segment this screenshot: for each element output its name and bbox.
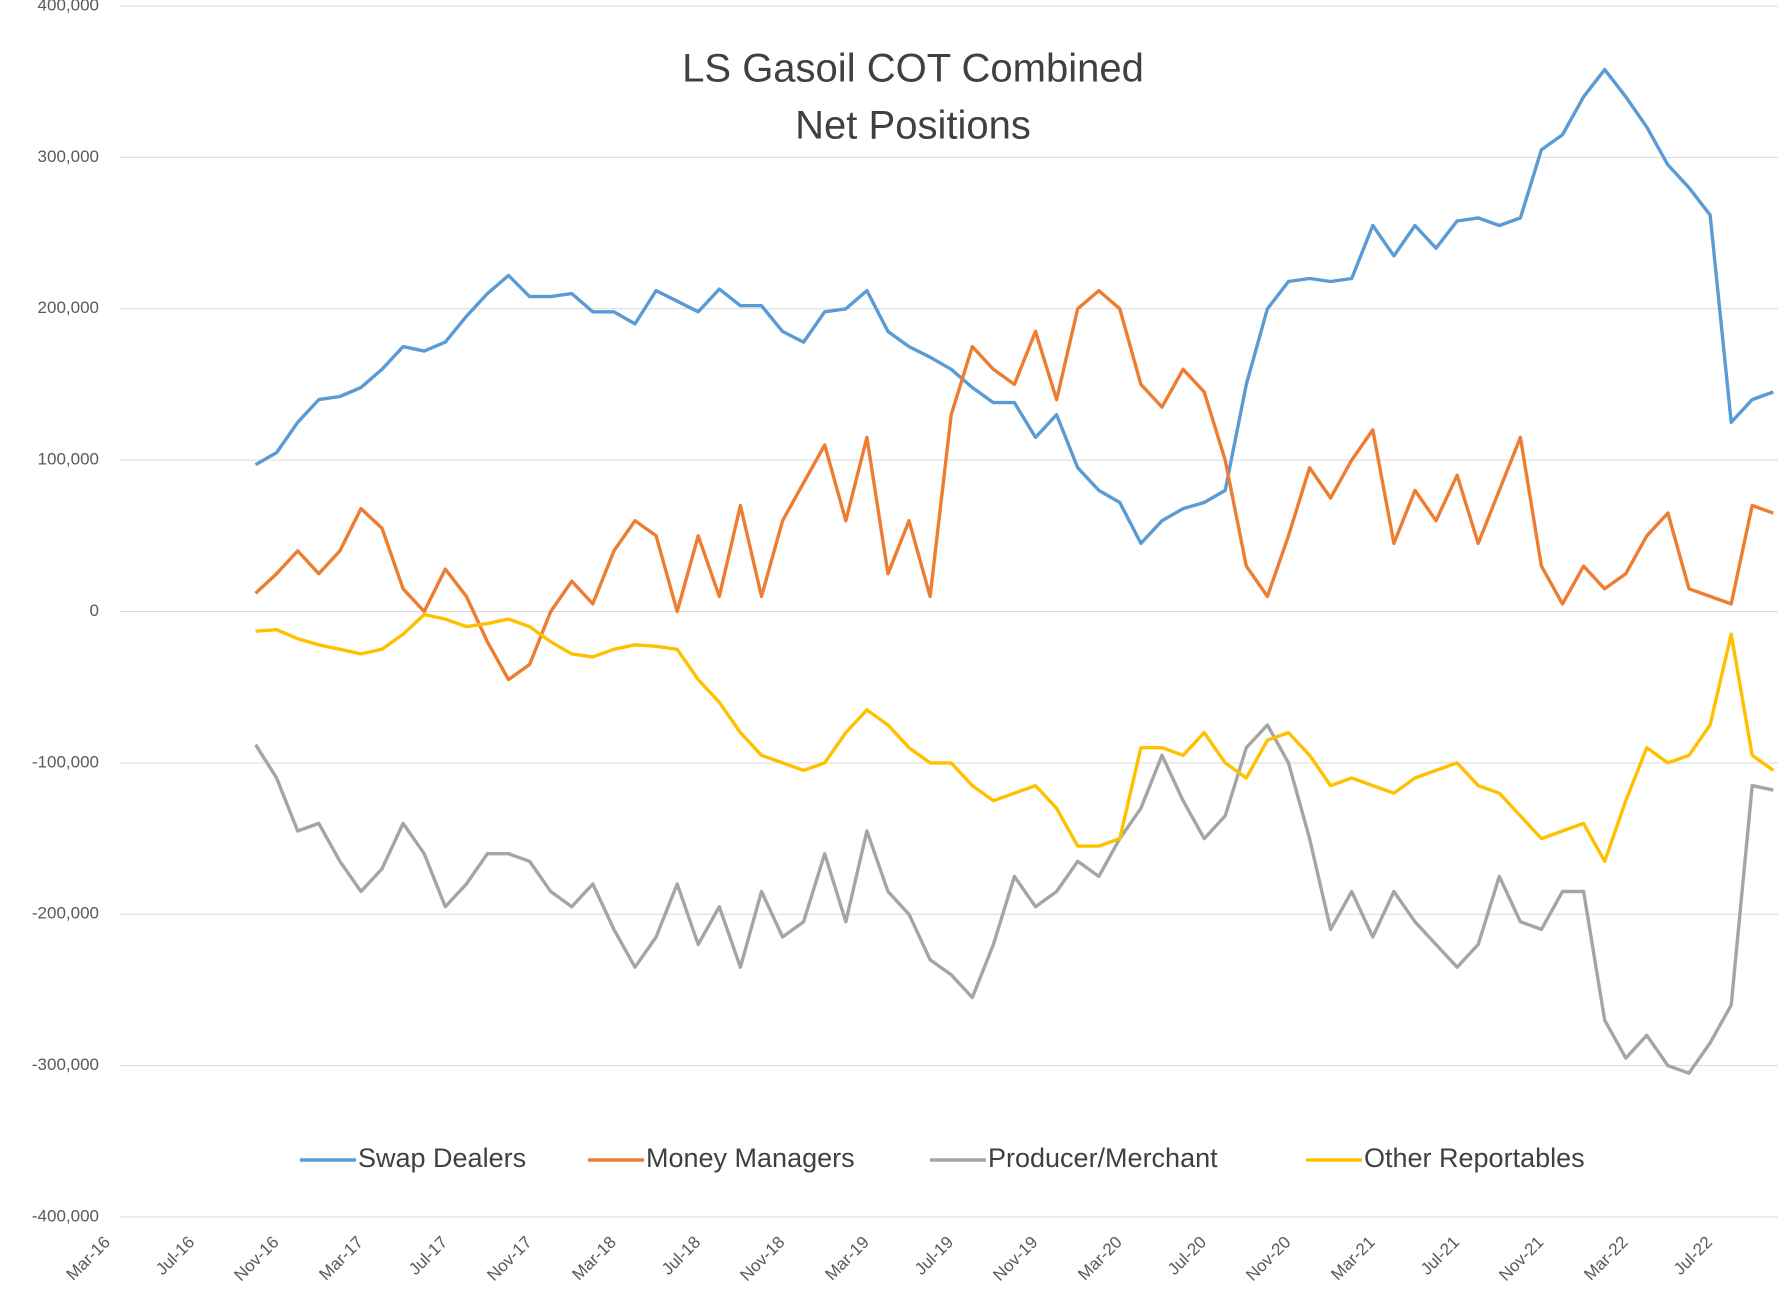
x-tick-label: Mar-21 bbox=[1327, 1233, 1379, 1285]
y-tick-label: -200,000 bbox=[32, 904, 99, 923]
legend-label: Producer/Merchant bbox=[988, 1143, 1218, 1173]
x-tick-label: Jul-22 bbox=[1670, 1233, 1716, 1279]
legend-label: Other Reportables bbox=[1364, 1143, 1585, 1173]
x-tick-label: Mar-16 bbox=[62, 1233, 114, 1285]
x-tick-label: Nov-17 bbox=[483, 1233, 535, 1285]
x-tick-label: Jul-21 bbox=[1417, 1233, 1463, 1279]
y-tick-label: 400,000 bbox=[38, 0, 99, 14]
x-tick-label: Nov-16 bbox=[230, 1233, 282, 1285]
series-line bbox=[255, 612, 1775, 863]
x-tick-label: Mar-22 bbox=[1580, 1233, 1632, 1285]
y-tick-label: 100,000 bbox=[38, 450, 99, 469]
chart-title: Net Positions bbox=[795, 104, 1031, 148]
x-tick-label: Nov-18 bbox=[736, 1233, 788, 1285]
legend-label: Swap Dealers bbox=[358, 1143, 526, 1173]
legend-label: Money Managers bbox=[646, 1143, 855, 1173]
y-tick-label: 200,000 bbox=[38, 298, 99, 317]
x-tick-label: Mar-17 bbox=[315, 1233, 367, 1285]
series-line bbox=[254, 288, 1774, 682]
x-tick-label: Mar-20 bbox=[1074, 1233, 1126, 1285]
x-tick-label: Nov-20 bbox=[1242, 1233, 1294, 1285]
series-line bbox=[254, 723, 1774, 1075]
x-tick-label: Jul-19 bbox=[911, 1233, 957, 1279]
series-line bbox=[254, 67, 1774, 546]
x-tick-label: Mar-18 bbox=[568, 1233, 620, 1285]
y-tick-label: -400,000 bbox=[32, 1206, 99, 1225]
x-tick-label: Jul-20 bbox=[1164, 1233, 1210, 1279]
x-tick-label: Jul-17 bbox=[405, 1233, 451, 1279]
y-tick-label: 0 bbox=[90, 601, 99, 620]
y-tick-label: 300,000 bbox=[38, 147, 99, 166]
x-tick-label: Jul-16 bbox=[152, 1233, 198, 1279]
x-tick-label: Nov-21 bbox=[1495, 1233, 1547, 1285]
x-tick-label: Nov-19 bbox=[989, 1233, 1041, 1285]
x-tick-label: Mar-19 bbox=[821, 1233, 873, 1285]
y-tick-label: -100,000 bbox=[32, 752, 99, 771]
chart-title: LS Gasoil COT Combined bbox=[682, 47, 1144, 91]
x-tick-label: Jul-18 bbox=[658, 1233, 704, 1279]
y-tick-label: -300,000 bbox=[32, 1055, 99, 1074]
